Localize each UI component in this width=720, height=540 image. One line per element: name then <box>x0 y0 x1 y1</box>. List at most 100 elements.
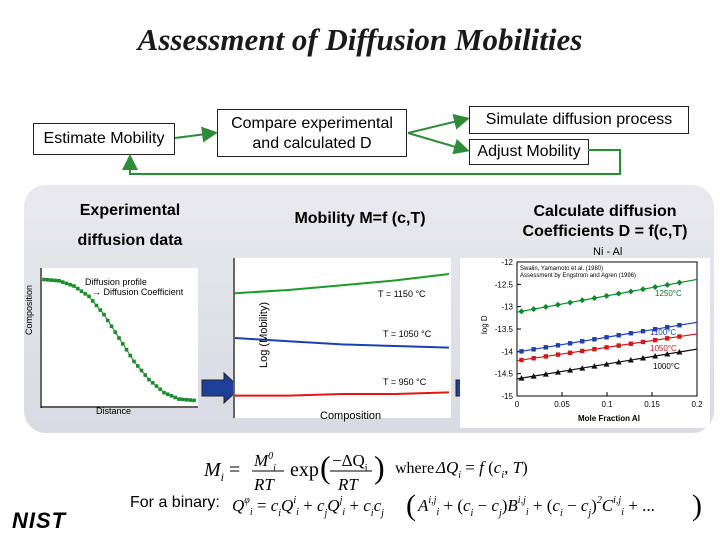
data-point <box>531 347 536 352</box>
data-point <box>603 292 610 299</box>
data-point <box>591 363 598 369</box>
slide-title: Assessment of Diffusion Mobilities <box>137 22 583 57</box>
data-point <box>543 354 548 359</box>
temp-1050: 1050°C <box>650 344 677 353</box>
data-point <box>567 341 573 346</box>
data-point <box>542 371 549 377</box>
data-point <box>543 345 548 350</box>
temp-1250: 1250°C <box>655 289 682 298</box>
data-point <box>640 339 646 345</box>
data-point <box>677 334 682 339</box>
profile-point <box>42 277 46 282</box>
data-point <box>615 290 622 297</box>
arrow-compare-to-simulate <box>407 114 470 134</box>
y-tick-label: -14.5 <box>495 370 514 379</box>
calculate-line-1: Calculate diffusion <box>533 203 677 220</box>
plot3-title: Ni - Al <box>593 246 623 258</box>
data-point <box>616 333 621 338</box>
svg-text:RT: RT <box>253 475 275 494</box>
mobility-line-1 <box>234 337 450 349</box>
x-tick-label: 0.2 <box>691 400 703 409</box>
svg-text:Mi =: Mi = <box>203 459 240 484</box>
data-point <box>555 343 561 348</box>
simulate-box: Simulate diffusion process <box>469 106 689 134</box>
calculate-heading: Calculate diffusion Coefficients D = f(c… <box>505 202 705 242</box>
diffusion-coefficient-plot: -12 -12.5 -13 -13.5 -14 -14.5 -15 0 0.05 0.1 0.15 0… <box>460 258 710 428</box>
y-tick-label: -13 <box>501 303 513 312</box>
data-point <box>677 323 682 328</box>
y-tick-label: -15 <box>501 392 513 401</box>
estimate-mobility-box: Estimate Mobility <box>33 123 175 155</box>
data-point <box>530 306 537 313</box>
temp-label-1050: T = 1050 °C <box>383 329 432 339</box>
plot1-xlabel: Distance <box>96 406 132 416</box>
x-tick-label: 0 <box>515 400 520 409</box>
compare-label-2: and calculated D <box>252 135 372 152</box>
plot2-ylabel: Log (Mobility) <box>258 301 270 368</box>
flow-arrows <box>122 114 621 175</box>
plot3-ylabel: log D <box>480 315 489 334</box>
data-point <box>616 343 621 348</box>
data-point <box>567 367 574 373</box>
temp-label-950: T = 950 °C <box>383 377 427 387</box>
data-point <box>640 329 646 334</box>
data-point <box>676 349 683 355</box>
svg-text:RT: RT <box>337 475 359 494</box>
data-point <box>531 356 536 361</box>
data-point <box>519 357 524 363</box>
data-point <box>518 308 525 315</box>
data-point <box>591 295 598 302</box>
data-point <box>603 361 610 367</box>
arrow-estimate-to-compare <box>174 126 218 143</box>
svg-text:(: ( <box>406 489 416 522</box>
diffusion-profile-plot: Diffusion profile → Diffusion Coefficien… <box>40 268 198 408</box>
mobility-formula: Mi = M0i RT exp ( −ΔQi RT ) where ΔQi = … <box>200 448 540 494</box>
data-point <box>518 375 525 381</box>
x-tick-label: 0.05 <box>554 400 570 409</box>
data-point <box>579 297 586 304</box>
data-point <box>665 325 670 330</box>
binary-label: For a binary: <box>130 494 220 511</box>
arrow-compare-to-adjust <box>407 132 470 155</box>
data-point <box>592 346 597 352</box>
profile-legend-1: Diffusion profile <box>85 277 147 287</box>
y-tick-label: -12 <box>501 258 513 267</box>
plot2-xlabel: Composition <box>320 410 382 422</box>
x-tick-label: 0.15 <box>644 400 660 409</box>
data-point <box>519 349 524 354</box>
formula-whereas: where <box>395 460 434 477</box>
experimental-line-1: Experimental <box>79 202 181 219</box>
data-point <box>580 348 585 354</box>
profile-legend-2: → Diffusion Coefficient <box>92 287 184 297</box>
x-tick-label: 0.1 <box>601 400 613 409</box>
svg-text:Qφi = ciQii + cjQji + cicj: Qφi = ciQii + cjQji + cicj <box>232 495 384 519</box>
plot3-legend-1: Swalin, Yamamoto et al. (1980) <box>520 266 604 272</box>
data-point <box>567 350 573 356</box>
data-point <box>604 335 609 340</box>
temp-1000: 1000°C <box>653 362 680 371</box>
data-point <box>554 369 561 375</box>
data-point <box>579 365 586 371</box>
plot3-legend-2: Assessment by Engstrom and Agren (1996) <box>520 273 637 279</box>
data-point <box>640 355 646 361</box>
data-point <box>664 281 671 288</box>
svg-text:ΔQi = f (ci, T): ΔQi = f (ci, T) <box>435 458 528 481</box>
profile-line <box>43 279 195 401</box>
data-point <box>627 357 634 363</box>
right-arrow-icon <box>201 372 241 404</box>
svg-text:exp: exp <box>290 459 319 481</box>
data-point <box>542 303 549 310</box>
profile-point <box>192 398 196 403</box>
y-tick-label: -13.5 <box>495 325 514 334</box>
simulate-label: Simulate diffusion process <box>485 111 673 128</box>
plot3-xlabel: Mole Fraction Al <box>578 414 640 423</box>
data-point <box>592 337 597 342</box>
experimental-line-2: diffusion data <box>77 232 183 249</box>
data-point <box>676 279 683 286</box>
data-point <box>652 353 659 359</box>
plot1-ylabel: Composition <box>24 284 34 335</box>
mobility-plot: T = 1150 °C T = 1050 °C T = 950 °C <box>233 258 451 418</box>
calculate-line-2: Coefficients D = f(c,T) <box>522 223 688 240</box>
nist-logo: NIST <box>12 508 67 533</box>
data-point <box>652 327 658 332</box>
